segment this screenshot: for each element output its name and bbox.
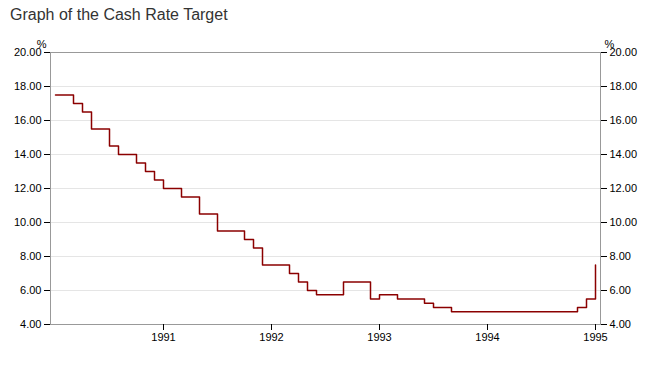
svg-text:8.00: 8.00	[610, 250, 631, 262]
svg-text:4.00: 4.00	[20, 318, 41, 330]
svg-text:1992: 1992	[259, 331, 283, 343]
svg-text:10.00: 10.00	[14, 216, 42, 228]
svg-text:14.00: 14.00	[610, 148, 638, 160]
svg-text:12.00: 12.00	[610, 182, 638, 194]
svg-text:6.00: 6.00	[610, 284, 631, 296]
svg-text:16.00: 16.00	[14, 114, 42, 126]
svg-text:1995: 1995	[583, 331, 607, 343]
svg-text:1994: 1994	[475, 331, 499, 343]
svg-text:1993: 1993	[367, 331, 391, 343]
svg-text:16.00: 16.00	[610, 114, 638, 126]
svg-text:12.00: 12.00	[14, 182, 42, 194]
svg-text:14.00: 14.00	[14, 148, 42, 160]
svg-text:20.00: 20.00	[14, 46, 42, 58]
svg-text:1991: 1991	[151, 331, 175, 343]
svg-text:18.00: 18.00	[610, 80, 638, 92]
svg-text:6.00: 6.00	[20, 284, 41, 296]
html-text:Graph of the Cash Rate Target: Graph of the Cash Rate Target	[10, 6, 228, 23]
svg-text:20.00: 20.00	[609, 46, 637, 58]
svg-text:10.00: 10.00	[610, 216, 638, 228]
svg-text:%: %	[37, 38, 47, 50]
svg-text:%: %	[605, 38, 615, 50]
svg-text:4.00: 4.00	[610, 318, 631, 330]
svg-text:8.00: 8.00	[20, 250, 41, 262]
svg-text:18.00: 18.00	[14, 80, 42, 92]
